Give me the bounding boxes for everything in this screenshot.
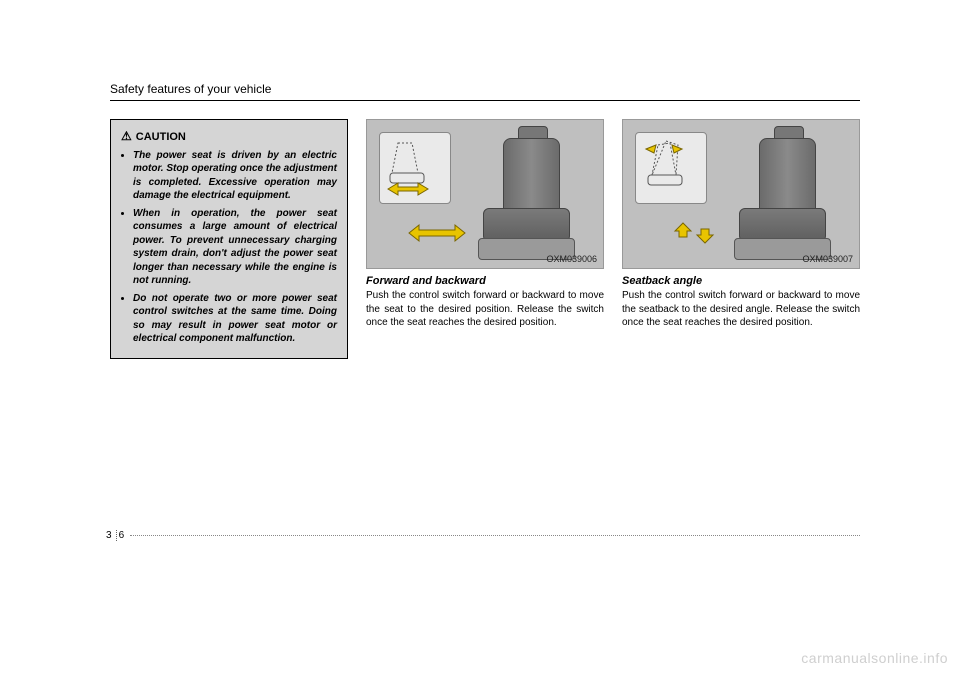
caution-item: The power seat is driven by an electric …: [133, 149, 337, 203]
watermark: carmanualsonline.info: [801, 650, 948, 666]
figure-seatback-angle: OXM039007: [622, 119, 860, 269]
content-columns: ⚠ CAUTION The power seat is driven by an …: [110, 119, 860, 359]
column-2: OXM039006 Forward and backward Push the …: [366, 119, 604, 359]
page-num: 6: [119, 530, 125, 541]
warning-icon: ⚠: [121, 129, 132, 143]
page-number: 36: [106, 530, 124, 541]
figure-forward-backward: OXM039006: [366, 119, 604, 269]
subheading: Forward and backward: [366, 275, 604, 287]
footer-dotline: [130, 535, 860, 536]
seat-illustration: [729, 138, 839, 258]
control-arrows: [407, 221, 467, 250]
header-title: Safety features of your vehicle: [110, 82, 271, 96]
header-rule: Safety features of your vehicle: [110, 80, 860, 101]
body-text: Push the control switch forward or backw…: [622, 289, 860, 330]
control-arrows: [663, 221, 723, 250]
caution-list: The power seat is driven by an electric …: [121, 149, 337, 346]
section-number: 3: [106, 530, 117, 541]
caution-item: Do not operate two or more power seat co…: [133, 292, 337, 346]
caution-title: ⚠ CAUTION: [121, 128, 337, 145]
seat-illustration: [473, 138, 583, 258]
subheading: Seatback angle: [622, 275, 860, 287]
column-1: ⚠ CAUTION The power seat is driven by an …: [110, 119, 348, 359]
body-text: Push the control switch forward or backw…: [366, 289, 604, 330]
inset-diagram: [635, 132, 707, 204]
figure-label: OXM039006: [546, 254, 597, 264]
figure-label: OXM039007: [802, 254, 853, 264]
caution-label: CAUTION: [136, 131, 186, 143]
caution-box: ⚠ CAUTION The power seat is driven by an …: [110, 119, 348, 359]
inset-diagram: [379, 132, 451, 204]
column-3: OXM039007 Seatback angle Push the contro…: [622, 119, 860, 359]
caution-item: When in operation, the power seat consum…: [133, 207, 337, 288]
manual-page: Safety features of your vehicle ⚠ CAUTION…: [110, 80, 860, 359]
